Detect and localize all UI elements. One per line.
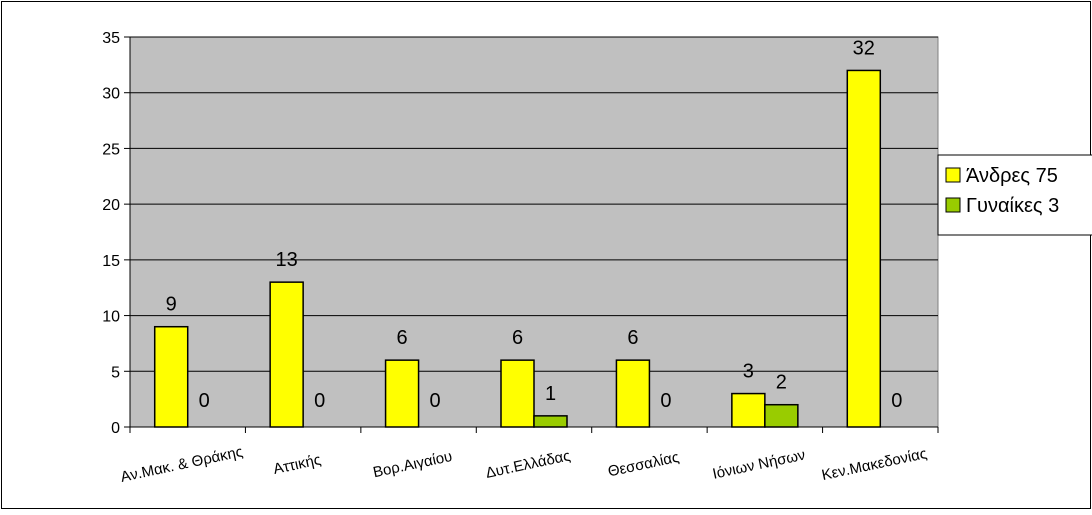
bar-women [764,403,799,428]
legend-label: Γυναίκες 3 [966,195,1059,217]
y-tick-label: 35 [102,30,120,47]
bar-men [615,359,651,428]
data-label: 2 [776,372,787,394]
data-label: 0 [660,390,671,412]
bar-men [384,359,420,428]
legend: Άνδρες 75 Γυναίκες 3 [937,154,1092,236]
legend-swatch [945,197,961,213]
bars-group [153,69,882,428]
data-label: 13 [276,249,298,271]
y-tick-label: 0 [111,420,120,437]
bar-men [731,392,766,428]
bar-men [153,325,189,428]
y-axis-labels: 0 5 10 15 20 25 30 35 [102,30,120,437]
data-labels: 9 0 13 0 6 0 6 1 6 0 32 32 0 [166,37,903,412]
bar-men [269,281,304,428]
y-tick-label: 30 [102,86,120,103]
data-label: 9 [166,294,177,316]
data-label: 6 [512,327,523,349]
data-label: 6 [627,327,638,349]
legend-label: Άνδρες 75 [966,165,1058,187]
y-tick-label: 5 [111,364,120,381]
y-tick-label: 15 [102,253,120,270]
data-label: 3 [743,361,754,383]
data-label: 6 [397,327,408,349]
y-tick-label: 20 [102,197,120,214]
bar-women [533,415,568,428]
data-label: 0 [891,390,902,412]
data-label: 0 [430,390,441,412]
legend-box [937,154,1092,236]
data-label: 0 [199,390,210,412]
y-tick-label: 25 [102,141,120,158]
bar-men [846,69,882,428]
legend-swatch [945,167,961,183]
data-label: 32 [853,37,875,59]
data-label: 0 [314,390,325,412]
y-tick-label: 10 [102,309,120,326]
bar-men [500,359,535,428]
data-label: 1 [545,383,556,405]
